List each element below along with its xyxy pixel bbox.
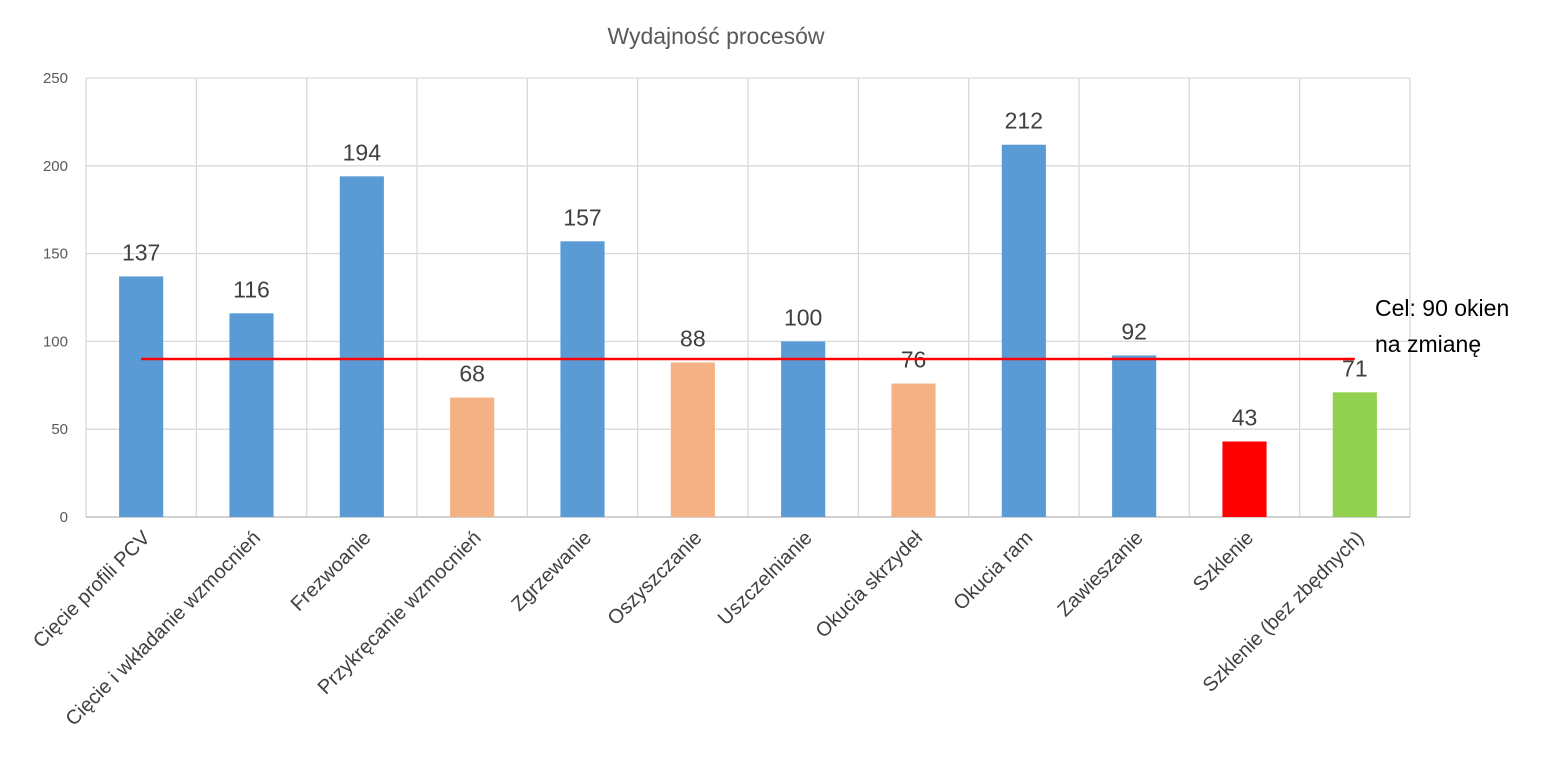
target-layer: Cel: 90 okien na zmianę: [141, 295, 1509, 361]
bar: [450, 397, 495, 517]
grid-layer: 0 50 100 150 200 250: [43, 70, 1411, 526]
bar: [560, 241, 605, 518]
x-tick-label: Zgrzewanie: [507, 527, 596, 616]
data-label: 100: [784, 304, 822, 330]
y-tick-label: 150: [43, 246, 68, 263]
bar: [1001, 144, 1046, 517]
x-tick-label: Zawieszanie: [1054, 527, 1148, 621]
bar: [339, 176, 384, 517]
data-label: 157: [563, 204, 601, 230]
data-label: 92: [1121, 318, 1147, 344]
y-tick-label: 0: [60, 509, 68, 526]
bar: [670, 362, 715, 517]
bar: [1222, 441, 1267, 517]
data-label: 212: [1005, 108, 1043, 134]
bar: [891, 383, 936, 517]
chart-title: Wydajność procesów: [607, 23, 824, 49]
data-label: 43: [1232, 404, 1258, 430]
data-label: 68: [459, 361, 485, 387]
bar: [119, 276, 164, 517]
x-tick-label: Cięcie i wkładanie wzmocnień: [62, 527, 265, 730]
bar: [781, 341, 826, 517]
data-label: 88: [680, 325, 706, 351]
x-tick-label: Okucia skrzydeł: [812, 527, 928, 643]
bars-layer: [119, 144, 1377, 518]
x-tick-label: Okucia ram: [950, 527, 1038, 615]
target-label: na zmianę: [1375, 331, 1481, 357]
x-tick-label: Szklenie: [1189, 527, 1258, 596]
y-tick-label: 250: [43, 70, 68, 87]
x-tick-label: Oszyszczanie: [604, 527, 707, 630]
x-tick-label: Frezwoanie: [287, 527, 376, 616]
data-label: 194: [343, 139, 382, 165]
bar: [1332, 392, 1377, 517]
target-label: Cel: 90 okien: [1375, 295, 1509, 321]
bar: [229, 313, 274, 517]
y-tick-label: 100: [43, 333, 68, 350]
y-tick-label: 50: [51, 421, 68, 438]
bar: [1112, 355, 1157, 517]
x-tick-label: Cięcie profili PCV: [29, 527, 155, 653]
data-label: 137: [122, 239, 160, 265]
data-label: 116: [233, 276, 270, 302]
x-tick-label: Uszczelnianie: [714, 527, 817, 630]
y-tick-label: 200: [43, 158, 68, 175]
